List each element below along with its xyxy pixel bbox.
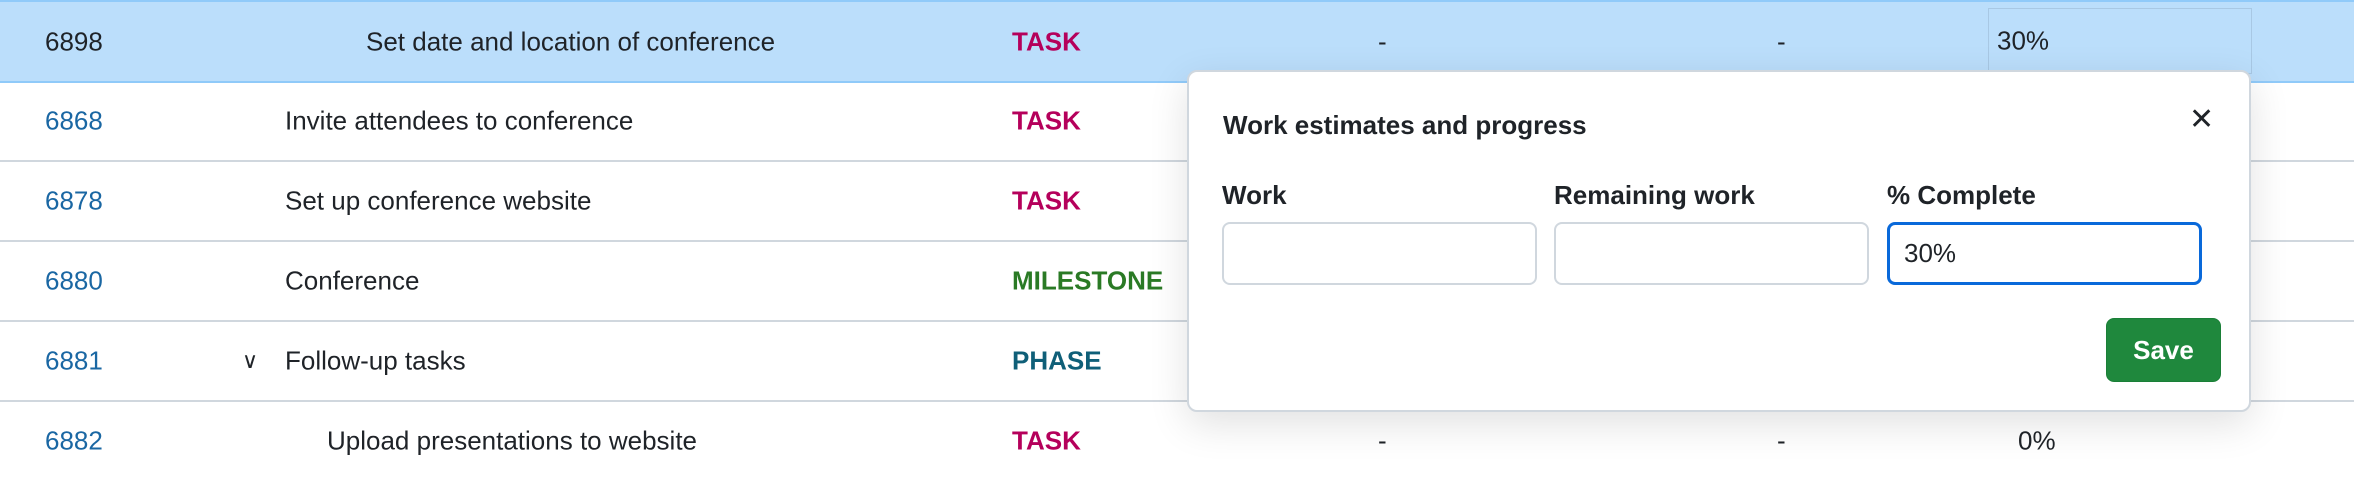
subject[interactable]: Upload presentations to website	[327, 425, 698, 455]
subject[interactable]: Set up conference website	[285, 185, 592, 215]
work-package-id[interactable]: 6898	[45, 26, 103, 56]
work-estimates-popover: Work estimates and progress ✕ Work Remai…	[1187, 70, 2251, 412]
work-input[interactable]	[1222, 222, 1537, 285]
remaining-work-label: Remaining work	[1554, 180, 1755, 210]
work-package-id[interactable]: 6882	[45, 425, 103, 455]
close-icon[interactable]: ✕	[2189, 103, 2215, 136]
percent-complete-label: % Complete	[1887, 180, 2036, 210]
work-package-id[interactable]: 6881	[45, 345, 103, 375]
remaining-work[interactable]: -	[1777, 26, 1786, 56]
percent-complete: 30%	[1997, 25, 2050, 56]
type: PHASE	[1012, 345, 1102, 375]
type: TASK	[1012, 425, 1081, 455]
table-row[interactable]: 6898 Set date and location of conference…	[0, 0, 2354, 83]
table-row[interactable]: 6881 ∨ Follow-up tasks PHASE	[0, 321, 2354, 402]
percent-complete[interactable]: 0%	[2018, 425, 2056, 455]
percent-complete-cell[interactable]: 30%	[1988, 8, 2252, 74]
work-label: Work	[1222, 180, 1287, 210]
subject[interactable]: Follow-up tasks	[285, 345, 466, 375]
subject[interactable]: Conference	[285, 265, 420, 295]
chevron-down-icon[interactable]: ∨	[242, 347, 259, 373]
work-package-id[interactable]: 6868	[45, 105, 103, 135]
popover-title: Work estimates and progress	[1223, 110, 1587, 140]
table-row[interactable]: 6868 Invite attendees to conference TASK	[0, 81, 2354, 162]
table-row[interactable]: 6882 Upload presentations to website TAS…	[0, 401, 2354, 480]
type: TASK	[1012, 105, 1081, 135]
work[interactable]: -	[1378, 26, 1387, 56]
table-row[interactable]: 6880 Conference MILESTONE	[0, 241, 2354, 322]
table-row[interactable]: 6878 Set up conference website TASK	[0, 161, 2354, 242]
work[interactable]: -	[1378, 425, 1387, 455]
percent-complete-input[interactable]	[1887, 222, 2202, 285]
type: TASK	[1012, 26, 1081, 56]
type: MILESTONE	[1012, 265, 1164, 295]
save-button[interactable]: Save	[2106, 318, 2221, 382]
type: TASK	[1012, 185, 1081, 215]
subject[interactable]: Set date and location of conference	[366, 26, 776, 56]
work-package-id[interactable]: 6880	[45, 265, 103, 295]
remaining-work-input[interactable]	[1554, 222, 1869, 285]
remaining-work[interactable]: -	[1777, 425, 1786, 455]
work-package-id[interactable]: 6878	[45, 185, 103, 215]
subject[interactable]: Invite attendees to conference	[285, 105, 634, 135]
